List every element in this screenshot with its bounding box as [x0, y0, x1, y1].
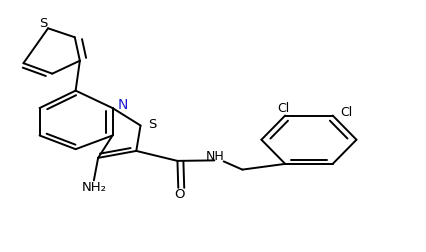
Text: Cl: Cl — [276, 102, 288, 115]
Text: NH: NH — [206, 150, 225, 163]
Text: Cl: Cl — [340, 106, 351, 118]
Text: NH₂: NH₂ — [81, 181, 106, 194]
Text: S: S — [39, 17, 47, 30]
Text: N: N — [117, 98, 128, 112]
Text: S: S — [148, 118, 156, 131]
Text: O: O — [173, 188, 184, 201]
